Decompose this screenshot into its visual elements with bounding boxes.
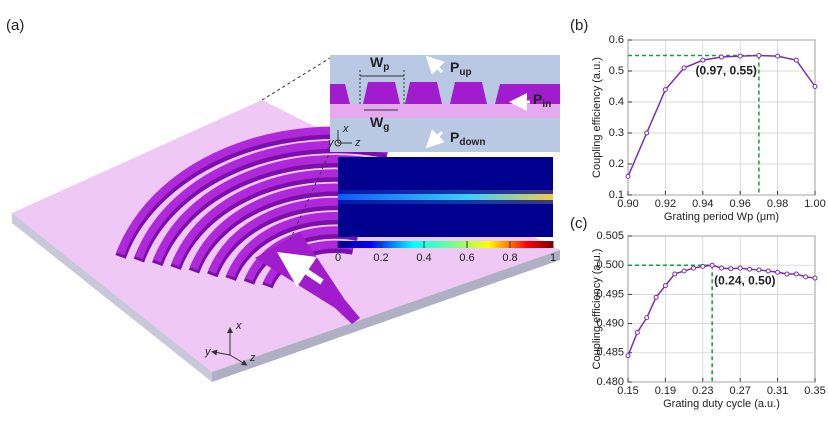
axis-label: x	[342, 123, 349, 135]
data-point	[644, 315, 650, 321]
x-tick-label: 0.98	[767, 198, 788, 210]
data-point	[700, 263, 706, 269]
data-point	[644, 130, 650, 136]
pdown-label: Pdown	[450, 129, 485, 148]
x-tick-label: 0.27	[729, 385, 750, 397]
annotation: (0.97, 0.55)	[696, 64, 757, 78]
colorbar-tick-label: 0.4	[416, 252, 431, 264]
data-point	[775, 53, 781, 59]
data-point	[747, 266, 753, 272]
substrate	[12, 100, 560, 372]
y-tick-label: 0.490	[596, 318, 624, 330]
data-point	[625, 353, 631, 359]
zoom-line	[261, 57, 331, 101]
y-tick-label: 0.3	[609, 127, 624, 139]
data-point	[793, 271, 799, 277]
plot-area	[627, 235, 816, 383]
y-tick-label: 0.6	[609, 34, 624, 46]
y-axis-label: Coupling efficiency (a.u.)	[591, 57, 603, 178]
plot-area	[627, 39, 816, 196]
y-axis-label: Coupling efficiency (a.u.)	[591, 249, 603, 370]
colorbar-tick-label: 0.2	[373, 252, 388, 264]
colorbar-tick-label: 0.6	[459, 252, 474, 264]
data-point	[775, 269, 781, 275]
x-tick-label: 0.90	[617, 198, 638, 210]
data-point	[803, 274, 809, 280]
x-tick-label: 0.92	[655, 198, 676, 210]
y-tick-label: 0.1	[609, 189, 624, 201]
x-tick-label: 1.00	[804, 198, 825, 210]
input-arrow	[277, 252, 324, 287]
pin-label: Pin	[533, 91, 551, 110]
panel-label: (c)	[570, 215, 588, 232]
device-illustration: x y z Wp Wg Pup Pin Pdown	[12, 54, 560, 382]
colorbar-tick-label: 1	[550, 252, 556, 264]
cross-section-inset: Wp Wg Pup Pin Pdown x y z	[327, 54, 560, 152]
data-point	[653, 294, 659, 300]
data-point	[756, 53, 762, 58]
data-point	[690, 265, 696, 271]
x-axis-label: Grating period Wp (μm)	[664, 211, 779, 223]
data-point	[765, 268, 771, 274]
field-map: 0 0.2 0.4 0.6 0.8 1	[335, 157, 556, 264]
y-tick-label: 0.505	[596, 230, 624, 242]
data-point	[784, 271, 790, 277]
axis-label: z	[249, 352, 256, 364]
axis-label: y	[327, 137, 335, 149]
substrate-edge	[212, 250, 560, 382]
data-point	[719, 265, 724, 271]
x-tick-label: 0.19	[655, 385, 676, 397]
x-tick-label: 0.15	[617, 385, 638, 397]
main-axes: x y z	[204, 320, 256, 366]
x-tick-label: 0.94	[692, 198, 713, 210]
annotation: (0.24, 0.50)	[714, 273, 775, 287]
wg-label: Wg	[370, 114, 389, 133]
axis-label: x	[235, 320, 242, 332]
data-point	[719, 54, 724, 60]
colorbar-tick-label: 0.8	[502, 252, 517, 264]
data-point	[672, 271, 678, 277]
colorbar-tick-label: 0	[335, 252, 341, 264]
y-tick-label: 0.5	[609, 65, 624, 77]
x-tick-label: 0.31	[767, 385, 788, 397]
y-tick-label: 0.495	[596, 288, 624, 300]
data-point	[662, 283, 668, 289]
panel-label: (a)	[6, 17, 24, 34]
data-point	[756, 267, 762, 273]
data-point	[737, 53, 743, 59]
wp-label: Wp	[370, 54, 389, 73]
axis-label: z	[354, 137, 361, 149]
data-point	[737, 265, 743, 271]
panel-label: (b)	[570, 17, 588, 34]
x-tick-label: 0.23	[692, 385, 713, 397]
data-point	[681, 268, 687, 274]
data-point	[662, 87, 668, 93]
pup-label: Pup	[450, 59, 472, 78]
data-point	[625, 173, 631, 179]
data-point	[700, 57, 706, 63]
y-tick-label: 0.480	[596, 376, 624, 388]
data-point	[634, 329, 640, 335]
data-point	[709, 262, 715, 268]
y-tick-label: 0.500	[596, 259, 624, 271]
x-axis-label: Grating duty cycle (a.u.)	[663, 398, 780, 410]
x-tick-label: 0.96	[729, 198, 750, 210]
y-tick-label: 0.485	[596, 347, 624, 359]
y-tick-label: 0.2	[609, 158, 624, 170]
y-tick-label: 0.4	[609, 96, 624, 108]
data-point	[793, 57, 799, 63]
data-point	[728, 266, 734, 272]
substrate-edge	[12, 213, 212, 382]
axis-label: y	[204, 346, 212, 358]
data-point	[681, 65, 687, 71]
zoom-line	[289, 151, 331, 241]
data-point	[812, 84, 818, 89]
data-point	[812, 275, 818, 281]
x-tick-label: 0.35	[804, 385, 825, 397]
colorbar	[338, 241, 553, 248]
